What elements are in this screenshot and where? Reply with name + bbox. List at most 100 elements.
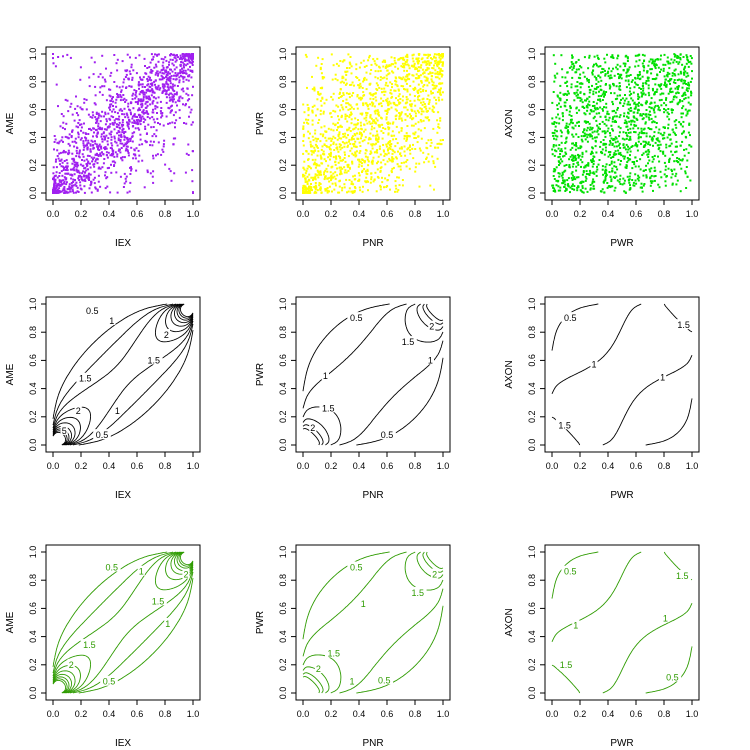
scatter-point — [663, 131, 666, 134]
scatter-point — [428, 81, 431, 84]
scatter-point — [632, 91, 635, 94]
y-axis-label: AXON — [504, 608, 515, 636]
scatter-point — [112, 105, 114, 107]
scatter-point — [375, 190, 378, 193]
scatter-point — [572, 163, 575, 165]
scatter-point — [657, 183, 660, 186]
scatter-point — [339, 179, 341, 182]
scatter-point — [312, 139, 315, 142]
scatter-point — [633, 131, 636, 133]
scatter-point — [309, 140, 312, 143]
scatter-point — [324, 169, 327, 172]
scatter-point — [83, 175, 86, 178]
scatter-point — [160, 74, 163, 77]
scatter-point — [304, 187, 307, 190]
scatter-point — [684, 172, 687, 175]
scatter-point — [432, 87, 435, 90]
scatter-point — [432, 81, 435, 84]
scatter-point — [432, 160, 435, 163]
scatter-point — [641, 190, 644, 193]
scatter-point — [637, 174, 640, 177]
scatter-point — [182, 57, 185, 60]
scatter-point — [314, 143, 317, 146]
scatter-point — [348, 140, 350, 143]
x-tick-label: 1.0 — [686, 709, 699, 719]
scatter-point — [361, 190, 364, 193]
scatter-point — [171, 70, 174, 73]
scatter-point — [654, 115, 657, 118]
scatter-point — [151, 89, 154, 92]
scatter-point — [119, 175, 122, 178]
scatter-point — [179, 63, 182, 66]
scatter-point — [190, 76, 193, 79]
scatter-point — [378, 65, 380, 68]
scatter-point — [150, 94, 153, 97]
scatter-point — [611, 100, 614, 103]
scatter-point — [366, 169, 369, 172]
scatter-point — [559, 189, 562, 192]
scatter-point — [172, 89, 175, 92]
scatter-point — [414, 131, 417, 134]
scatter-point — [90, 139, 93, 142]
scatter-point — [587, 85, 590, 88]
scatter-point — [554, 76, 557, 79]
scatter-point — [348, 103, 351, 106]
scatter-point — [583, 134, 586, 137]
scatter-point — [341, 106, 344, 109]
scatter-point — [74, 107, 77, 110]
scatter-point — [369, 72, 372, 75]
scatter-point — [188, 74, 191, 77]
scatter-point — [326, 145, 329, 148]
scatter-point — [75, 141, 78, 144]
scatter-point — [144, 86, 146, 88]
scatter-point — [436, 91, 439, 94]
scatter-point — [400, 65, 403, 68]
scatter-point — [603, 143, 606, 146]
scatter-point — [424, 69, 427, 72]
scatter-point — [83, 171, 86, 174]
scatter-point — [653, 154, 656, 157]
scatter-point — [436, 142, 439, 145]
scatter-point — [87, 168, 89, 171]
scatter-point — [404, 106, 407, 109]
scatter-point — [338, 145, 341, 148]
scatter-point — [657, 108, 660, 111]
scatter-point — [615, 66, 618, 69]
scatter-point — [88, 187, 91, 190]
scatter-point — [568, 110, 571, 113]
scatter-point — [348, 116, 351, 119]
scatter-point — [124, 149, 127, 152]
scatter-point — [611, 167, 614, 170]
scatter-point — [110, 99, 112, 102]
scatter-point — [588, 100, 591, 103]
scatter-point — [355, 154, 358, 157]
scatter-point — [138, 107, 141, 110]
scatter-point — [573, 92, 576, 95]
scatter-point — [57, 189, 60, 192]
scatter-point — [427, 72, 430, 75]
scatter-point — [631, 179, 634, 181]
scatter-point — [437, 73, 440, 76]
scatter-point — [625, 131, 627, 134]
scatter-point — [631, 79, 634, 82]
scatter-point — [101, 110, 104, 113]
scatter-point — [142, 93, 145, 96]
scatter-point — [601, 93, 604, 96]
scatter-point — [642, 87, 645, 90]
scatter-point — [152, 111, 155, 114]
scatter-point — [337, 105, 340, 108]
scatter-point — [165, 66, 168, 69]
scatter-point — [641, 104, 644, 107]
scatter-point — [306, 86, 308, 89]
scatter-point — [86, 142, 89, 145]
scatter-point — [78, 175, 80, 178]
scatter-point — [75, 191, 77, 194]
scatter-point — [592, 90, 595, 93]
scatter-point — [405, 139, 408, 142]
scatter-point — [409, 116, 412, 119]
scatter-point — [568, 164, 571, 166]
scatter-point — [137, 127, 140, 130]
scatter-point — [368, 92, 371, 95]
scatter-point — [149, 76, 151, 79]
scatter-point — [433, 60, 436, 63]
